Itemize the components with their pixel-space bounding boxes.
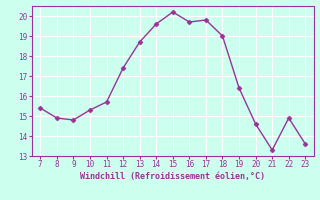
X-axis label: Windchill (Refroidissement éolien,°C): Windchill (Refroidissement éolien,°C) — [80, 172, 265, 181]
